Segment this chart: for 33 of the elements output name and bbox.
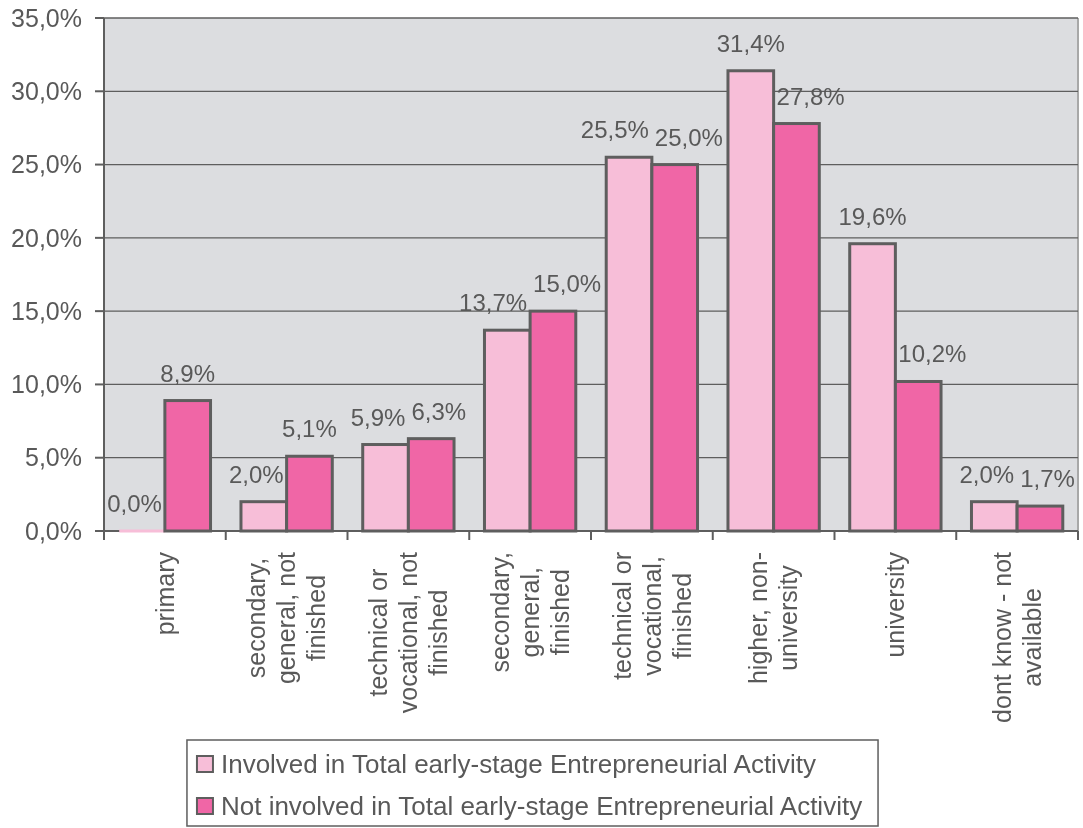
y-tick-label: 5,0% xyxy=(25,443,82,472)
data-label: 6,3% xyxy=(411,397,467,425)
data-label: 8,9% xyxy=(160,359,216,387)
data-label: 1,7% xyxy=(1020,465,1075,493)
y-tick-label: 10,0% xyxy=(11,370,82,399)
data-label: 5,9% xyxy=(350,403,406,431)
x-tick-label: secondary, general, not finished xyxy=(242,551,331,685)
data-label: 5,1% xyxy=(282,415,337,443)
data-label: 31,4% xyxy=(716,29,785,57)
y-tick-label: 35,0% xyxy=(11,3,82,32)
data-label: 0,0% xyxy=(107,490,162,517)
x-tick-label: dont know - not available xyxy=(987,551,1046,723)
data-label: 2,0% xyxy=(228,460,284,488)
x-tick-label: primary xyxy=(150,551,179,636)
x-tick-label: technical or vocational, not finished xyxy=(364,551,453,714)
legend-label: Not involved in Total early-stage Entrepreneurial Activity xyxy=(220,791,863,822)
data-label: 25,5% xyxy=(580,116,649,144)
data-label: 13,7% xyxy=(459,289,528,317)
data-label: 19,6% xyxy=(838,202,907,230)
data-label: 10,2% xyxy=(898,340,967,368)
x-tick-label: university xyxy=(881,551,910,658)
x-tick-label: secondary, general, finished xyxy=(485,552,574,673)
y-tick-label: 0,0% xyxy=(25,516,82,545)
data-label: 2,0% xyxy=(959,460,1015,488)
y-tick-label: 25,0% xyxy=(11,150,82,179)
data-label: 25,0% xyxy=(654,123,723,151)
y-tick-label: 30,0% xyxy=(11,77,82,106)
y-tick-label: 20,0% xyxy=(11,223,82,252)
data-label: 15,0% xyxy=(533,270,602,298)
x-tick-label: technical or vocational, finished xyxy=(607,551,696,680)
x-tick-label: higher, non-university xyxy=(744,552,803,685)
legend-label: Involved in Total early-stage Entrepreneurial Activity xyxy=(220,749,816,780)
y-tick-label: 15,0% xyxy=(11,296,82,325)
